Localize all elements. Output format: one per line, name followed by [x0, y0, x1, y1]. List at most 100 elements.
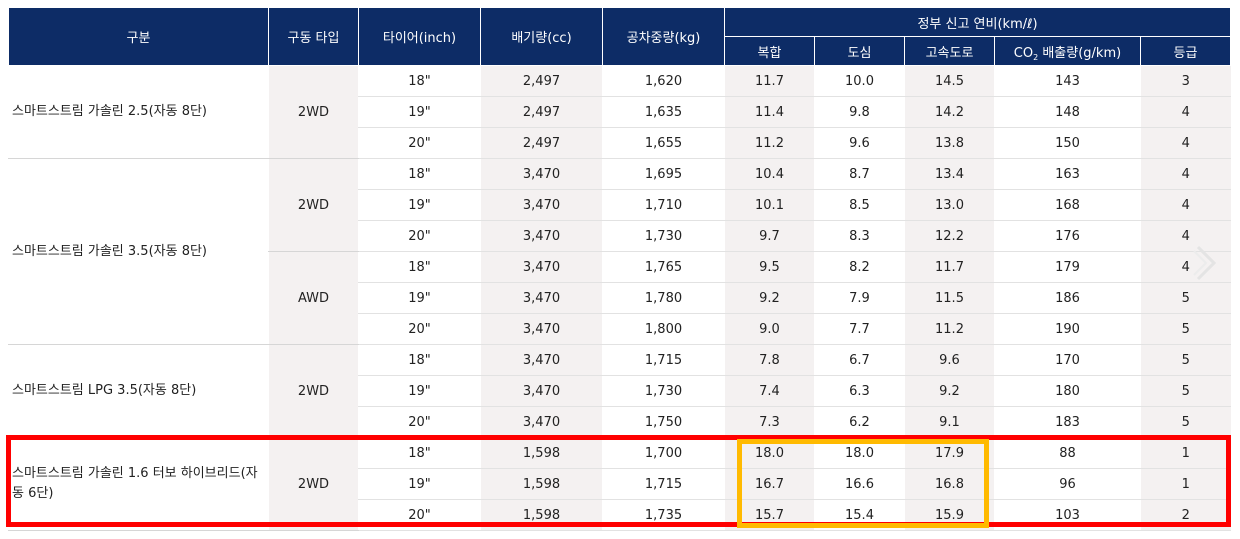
tire-cell: 18" [358, 65, 481, 97]
header-grade: 등급 [1139, 36, 1232, 66]
city-cell: 7.7 [814, 313, 905, 345]
highway-cell: 16.8 [904, 468, 995, 500]
drive-type-cell: 2WD [268, 158, 359, 252]
tire-cell: 20" [358, 406, 481, 438]
table-row: 19" 3,470 1,730 7.4 6.3 9.2 180 5 [9, 375, 1231, 407]
chevron-right-icon[interactable] [1192, 243, 1220, 283]
curb-weight-cell: 1,635 [602, 96, 725, 128]
city-cell: 9.8 [814, 96, 905, 128]
co2-subscript: 2 [1033, 52, 1039, 62]
grade-cell: 4 [1139, 127, 1231, 159]
highway-cell: 11.5 [904, 282, 995, 314]
model-name-cell: 스마트스트림 가솔린 2.5(자동 8단) [8, 65, 269, 159]
table-body: 스마트스트림 가솔린 2.5(자동 8단) 2WD 18" 2,497 1,620 11.… [8, 65, 1231, 531]
combined-cell: 10.1 [724, 189, 815, 221]
co2-suffix: 배출량(g/km) [1038, 45, 1122, 61]
tire-cell: 20" [358, 499, 481, 531]
displacement-cell: 3,470 [480, 282, 603, 314]
highway-cell: 15.9 [904, 499, 995, 531]
curb-weight-cell: 1,765 [602, 251, 725, 283]
displacement-cell: 1,598 [480, 468, 603, 500]
header-tire: 타이어(inch) [358, 7, 481, 66]
co2-cell: 179 [994, 251, 1141, 283]
city-cell: 15.4 [814, 499, 905, 531]
city-cell: 6.3 [814, 375, 905, 407]
curb-weight-cell: 1,800 [602, 313, 725, 345]
city-cell: 18.0 [814, 437, 905, 469]
tire-cell: 19" [358, 468, 481, 500]
grade-cell: 2 [1139, 499, 1231, 531]
highway-cell: 9.6 [904, 344, 995, 376]
co2-cell: 150 [994, 127, 1141, 159]
table-row: 20" 3,470 1,750 7.3 6.2 9.1 183 5 [9, 406, 1231, 438]
combined-cell: 16.7 [724, 468, 815, 500]
co2-cell: 103 [994, 499, 1141, 531]
grade-cell: 5 [1139, 375, 1231, 407]
co2-cell: 180 [994, 375, 1141, 407]
highway-cell: 11.2 [904, 313, 995, 345]
co2-cell: 96 [994, 468, 1141, 500]
displacement-cell: 3,470 [480, 375, 603, 407]
tire-cell: 20" [358, 313, 481, 345]
co2-cell: 168 [994, 189, 1141, 221]
grade-cell: 5 [1139, 344, 1231, 376]
curb-weight-cell: 1,780 [602, 282, 725, 314]
city-cell: 6.2 [814, 406, 905, 438]
tire-cell: 18" [358, 251, 481, 283]
table-row: 19" 3,470 1,780 9.2 7.9 11.5 186 5 [9, 282, 1231, 314]
co2-cell: 183 [994, 406, 1141, 438]
combined-cell: 10.4 [724, 158, 815, 190]
displacement-cell: 3,470 [480, 220, 603, 252]
table-row: 스마트스트림 LPG 3.5(자동 8단) 2WD 18" 3,470 1,715 7.8… [8, 344, 1231, 438]
city-cell: 9.6 [814, 127, 905, 159]
combined-cell: 7.8 [724, 344, 815, 376]
header-highway: 고속도로 [904, 36, 995, 66]
fuel-efficiency-table: 구분 구동 타입 타이어(inch) 배기량(cc) 공차중량(kg) 정부 신… [8, 7, 1232, 531]
co2-cell: 88 [994, 437, 1141, 469]
displacement-cell: 1,598 [480, 499, 603, 531]
tire-cell: 18" [358, 158, 481, 190]
combined-cell: 9.2 [724, 282, 815, 314]
curb-weight-cell: 1,735 [602, 499, 725, 531]
table-row: 스마트스트림 가솔린 2.5(자동 8단) 2WD 18" 2,497 1,620 11.… [8, 65, 1231, 159]
displacement-cell: 1,598 [480, 437, 603, 469]
highway-cell: 17.9 [904, 437, 995, 469]
co2-cell: 186 [994, 282, 1141, 314]
table-row: 19" 2,497 1,635 11.4 9.8 14.2 148 4 [9, 96, 1231, 128]
displacement-cell: 2,497 [480, 127, 603, 159]
tire-cell: 19" [358, 189, 481, 221]
highway-cell: 9.2 [904, 375, 995, 407]
header-curb-weight: 공차중량(kg) [602, 7, 725, 66]
displacement-cell: 3,470 [480, 158, 603, 190]
displacement-cell: 3,470 [480, 251, 603, 283]
city-cell: 8.3 [814, 220, 905, 252]
curb-weight-cell: 1,730 [602, 375, 725, 407]
grade-cell: 1 [1139, 468, 1231, 500]
co2-cell: 190 [994, 313, 1141, 345]
curb-weight-cell: 1,710 [602, 189, 725, 221]
displacement-cell: 2,497 [480, 65, 603, 97]
displacement-cell: 3,470 [480, 344, 603, 376]
co2-cell: 143 [994, 65, 1141, 97]
table-row: 19" 1,598 1,715 16.7 16.6 16.8 96 1 [9, 468, 1231, 500]
model-name-cell: 스마트스트림 LPG 3.5(자동 8단) [8, 344, 269, 438]
curb-weight-cell: 1,655 [602, 127, 725, 159]
grade-cell: 3 [1139, 65, 1231, 97]
combined-cell: 9.0 [724, 313, 815, 345]
tire-cell: 19" [358, 282, 481, 314]
highway-cell: 9.1 [904, 406, 995, 438]
grade-cell: 4 [1139, 189, 1231, 221]
grade-cell: 5 [1139, 282, 1231, 314]
combined-cell: 9.5 [724, 251, 815, 283]
tire-cell: 19" [358, 375, 481, 407]
table-row: 스마트스트림 가솔린 1.6 터보 하이브리드(자동 6단) 2WD 18" 1,59… [8, 437, 1231, 531]
grade-cell: 4 [1139, 220, 1231, 252]
city-cell: 10.0 [814, 65, 905, 97]
combined-cell: 7.4 [724, 375, 815, 407]
highway-cell: 13.0 [904, 189, 995, 221]
highway-cell: 13.4 [904, 158, 995, 190]
city-cell: 8.7 [814, 158, 905, 190]
city-cell: 8.2 [814, 251, 905, 283]
table-row: 20" 3,470 1,730 9.7 8.3 12.2 176 4 [9, 220, 1231, 252]
header-drive-type: 구동 타입 [268, 7, 359, 66]
